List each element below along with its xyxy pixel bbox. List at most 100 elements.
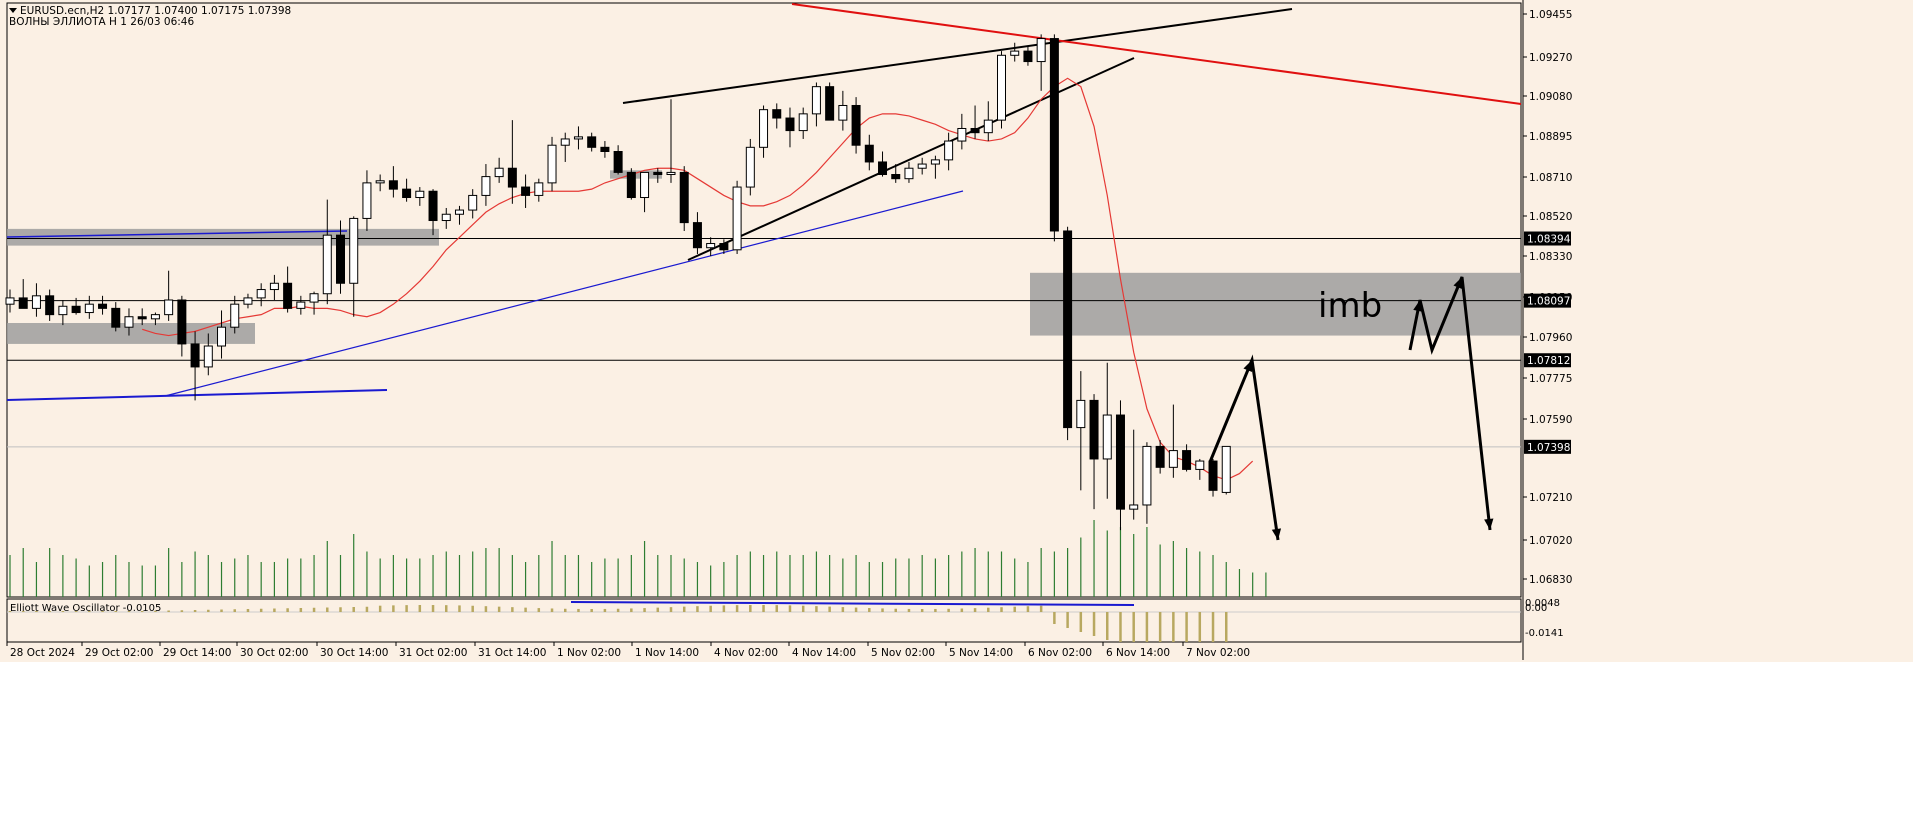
- candle-body: [560, 138, 570, 146]
- moving-average-line: [142, 77, 1254, 481]
- oscillator-tick-label: 0.00: [1525, 603, 1547, 614]
- price-tick-label: 1.07590: [1529, 414, 1572, 426]
- time-tick-label: 1 Nov 02:00: [557, 647, 621, 659]
- candle-body: [944, 140, 954, 161]
- oscillator-tick-label: 0.0048: [1525, 598, 1560, 609]
- candle-body: [1102, 414, 1112, 460]
- candle-body: [428, 190, 438, 222]
- time-tick-label: 29 Oct 14:00: [163, 647, 231, 659]
- price-label-text-0: 1.08394: [1527, 234, 1571, 246]
- candle-body: [190, 343, 200, 368]
- imbalance-label: imb: [1318, 286, 1382, 326]
- candle-body: [1168, 450, 1178, 468]
- zone-left-lower: [7, 323, 255, 344]
- candle-body: [362, 182, 372, 219]
- candle-body: [336, 234, 345, 284]
- candle-body: [904, 167, 914, 180]
- candle-body: [1208, 460, 1218, 491]
- candle-body: [203, 345, 213, 368]
- blue-support-line: [6, 389, 388, 401]
- candle-body: [507, 167, 517, 188]
- candle-body: [164, 299, 174, 316]
- time-tick-label: 5 Nov 14:00: [949, 647, 1013, 659]
- candle-body: [1155, 445, 1165, 468]
- candle-body: [1129, 504, 1139, 510]
- candle-body: [31, 295, 41, 309]
- price-tick-label: 1.07775: [1529, 373, 1572, 385]
- price-tick-label: 1.08520: [1529, 211, 1572, 223]
- time-tick-label: 4 Nov 14:00: [792, 647, 856, 659]
- candle-body: [137, 316, 147, 320]
- candle-body: [1076, 399, 1086, 429]
- candle-body: [177, 299, 187, 345]
- oscillator-signal-line: [570, 601, 1135, 606]
- projection-arrowhead-up-0: [1243, 360, 1253, 372]
- candle-body: [891, 174, 901, 180]
- candle-body: [719, 243, 729, 251]
- candle-body: [309, 293, 319, 303]
- candle-body: [626, 171, 636, 199]
- black-lower-channel: [687, 57, 1135, 261]
- candle-body: [269, 282, 279, 291]
- oscillator-tick-label: -0.0141: [1525, 628, 1564, 639]
- candle-body: [402, 188, 412, 199]
- candle-body: [1023, 50, 1033, 63]
- candle-body: [521, 186, 531, 196]
- candle-body: [1049, 38, 1059, 232]
- candle-body: [454, 209, 464, 215]
- time-tick-label: 31 Oct 02:00: [399, 647, 467, 659]
- time-tick-label: 4 Nov 02:00: [714, 647, 778, 659]
- candle-body: [613, 151, 623, 173]
- oscillator-pane-border: [6, 598, 1522, 643]
- candle-body: [98, 303, 108, 309]
- projection-path-1: [1408, 276, 1492, 531]
- candle-body: [1036, 38, 1046, 63]
- candle-body: [970, 127, 980, 134]
- candle-body: [573, 136, 583, 140]
- candle-body: [587, 136, 597, 148]
- candle-body: [441, 213, 451, 222]
- candle-body: [1142, 445, 1152, 506]
- imbalance-zone: [1030, 272, 1521, 336]
- candle-body: [375, 180, 385, 184]
- indicator-name-line: ВОЛНЫ ЭЛЛИОТА Н 1 26/03 06:46: [9, 16, 194, 28]
- candle-body: [759, 109, 769, 148]
- candle-body: [111, 307, 121, 328]
- zone-left-upper: [7, 228, 439, 246]
- candle-body: [1089, 399, 1099, 460]
- time-tick-label: 6 Nov 14:00: [1106, 647, 1170, 659]
- projection-arrowhead-up-1: [1453, 277, 1463, 289]
- candle-body: [494, 167, 504, 178]
- oscillator-label: Elliott Wave Oscillator -0.0105: [10, 603, 161, 614]
- time-tick-label: 29 Oct 02:00: [85, 647, 153, 659]
- candle-body: [481, 176, 491, 196]
- candle-body: [415, 190, 425, 199]
- candle-body: [45, 295, 55, 316]
- projection-arrowhead-0: [1271, 528, 1282, 540]
- symbol-ohlc-line: EURUSD.ecn,H2 1.07177 1.07400 1.07175 1.…: [20, 5, 291, 17]
- candle-body: [706, 243, 716, 249]
- time-tick-label: 30 Oct 02:00: [240, 647, 308, 659]
- blue-zone-line: [6, 230, 348, 238]
- candle-body: [18, 297, 28, 309]
- candle-body: [256, 289, 266, 299]
- candle-body: [983, 119, 993, 134]
- candle-body: [640, 171, 650, 199]
- candle-body: [1063, 230, 1073, 429]
- candle-body: [957, 127, 967, 142]
- time-tick-label: 6 Nov 02:00: [1028, 647, 1092, 659]
- price-label-text-3: 1.07398: [1527, 442, 1570, 454]
- price-tick-label: 1.08330: [1529, 251, 1572, 263]
- symbol-dropdown-icon: [9, 8, 17, 13]
- time-tick-label: 30 Oct 14:00: [320, 647, 388, 659]
- candle-body: [1010, 50, 1020, 56]
- candle-body: [653, 171, 663, 176]
- candle-body: [600, 146, 610, 152]
- blue-trendline: [164, 190, 964, 397]
- price-tick-label: 1.07210: [1529, 492, 1572, 504]
- time-tick-label: 28 Oct 2024: [10, 647, 75, 659]
- price-label-box-0: [1524, 231, 1571, 246]
- price-tick-label: 1.09270: [1529, 52, 1572, 64]
- candle-body: [71, 305, 81, 314]
